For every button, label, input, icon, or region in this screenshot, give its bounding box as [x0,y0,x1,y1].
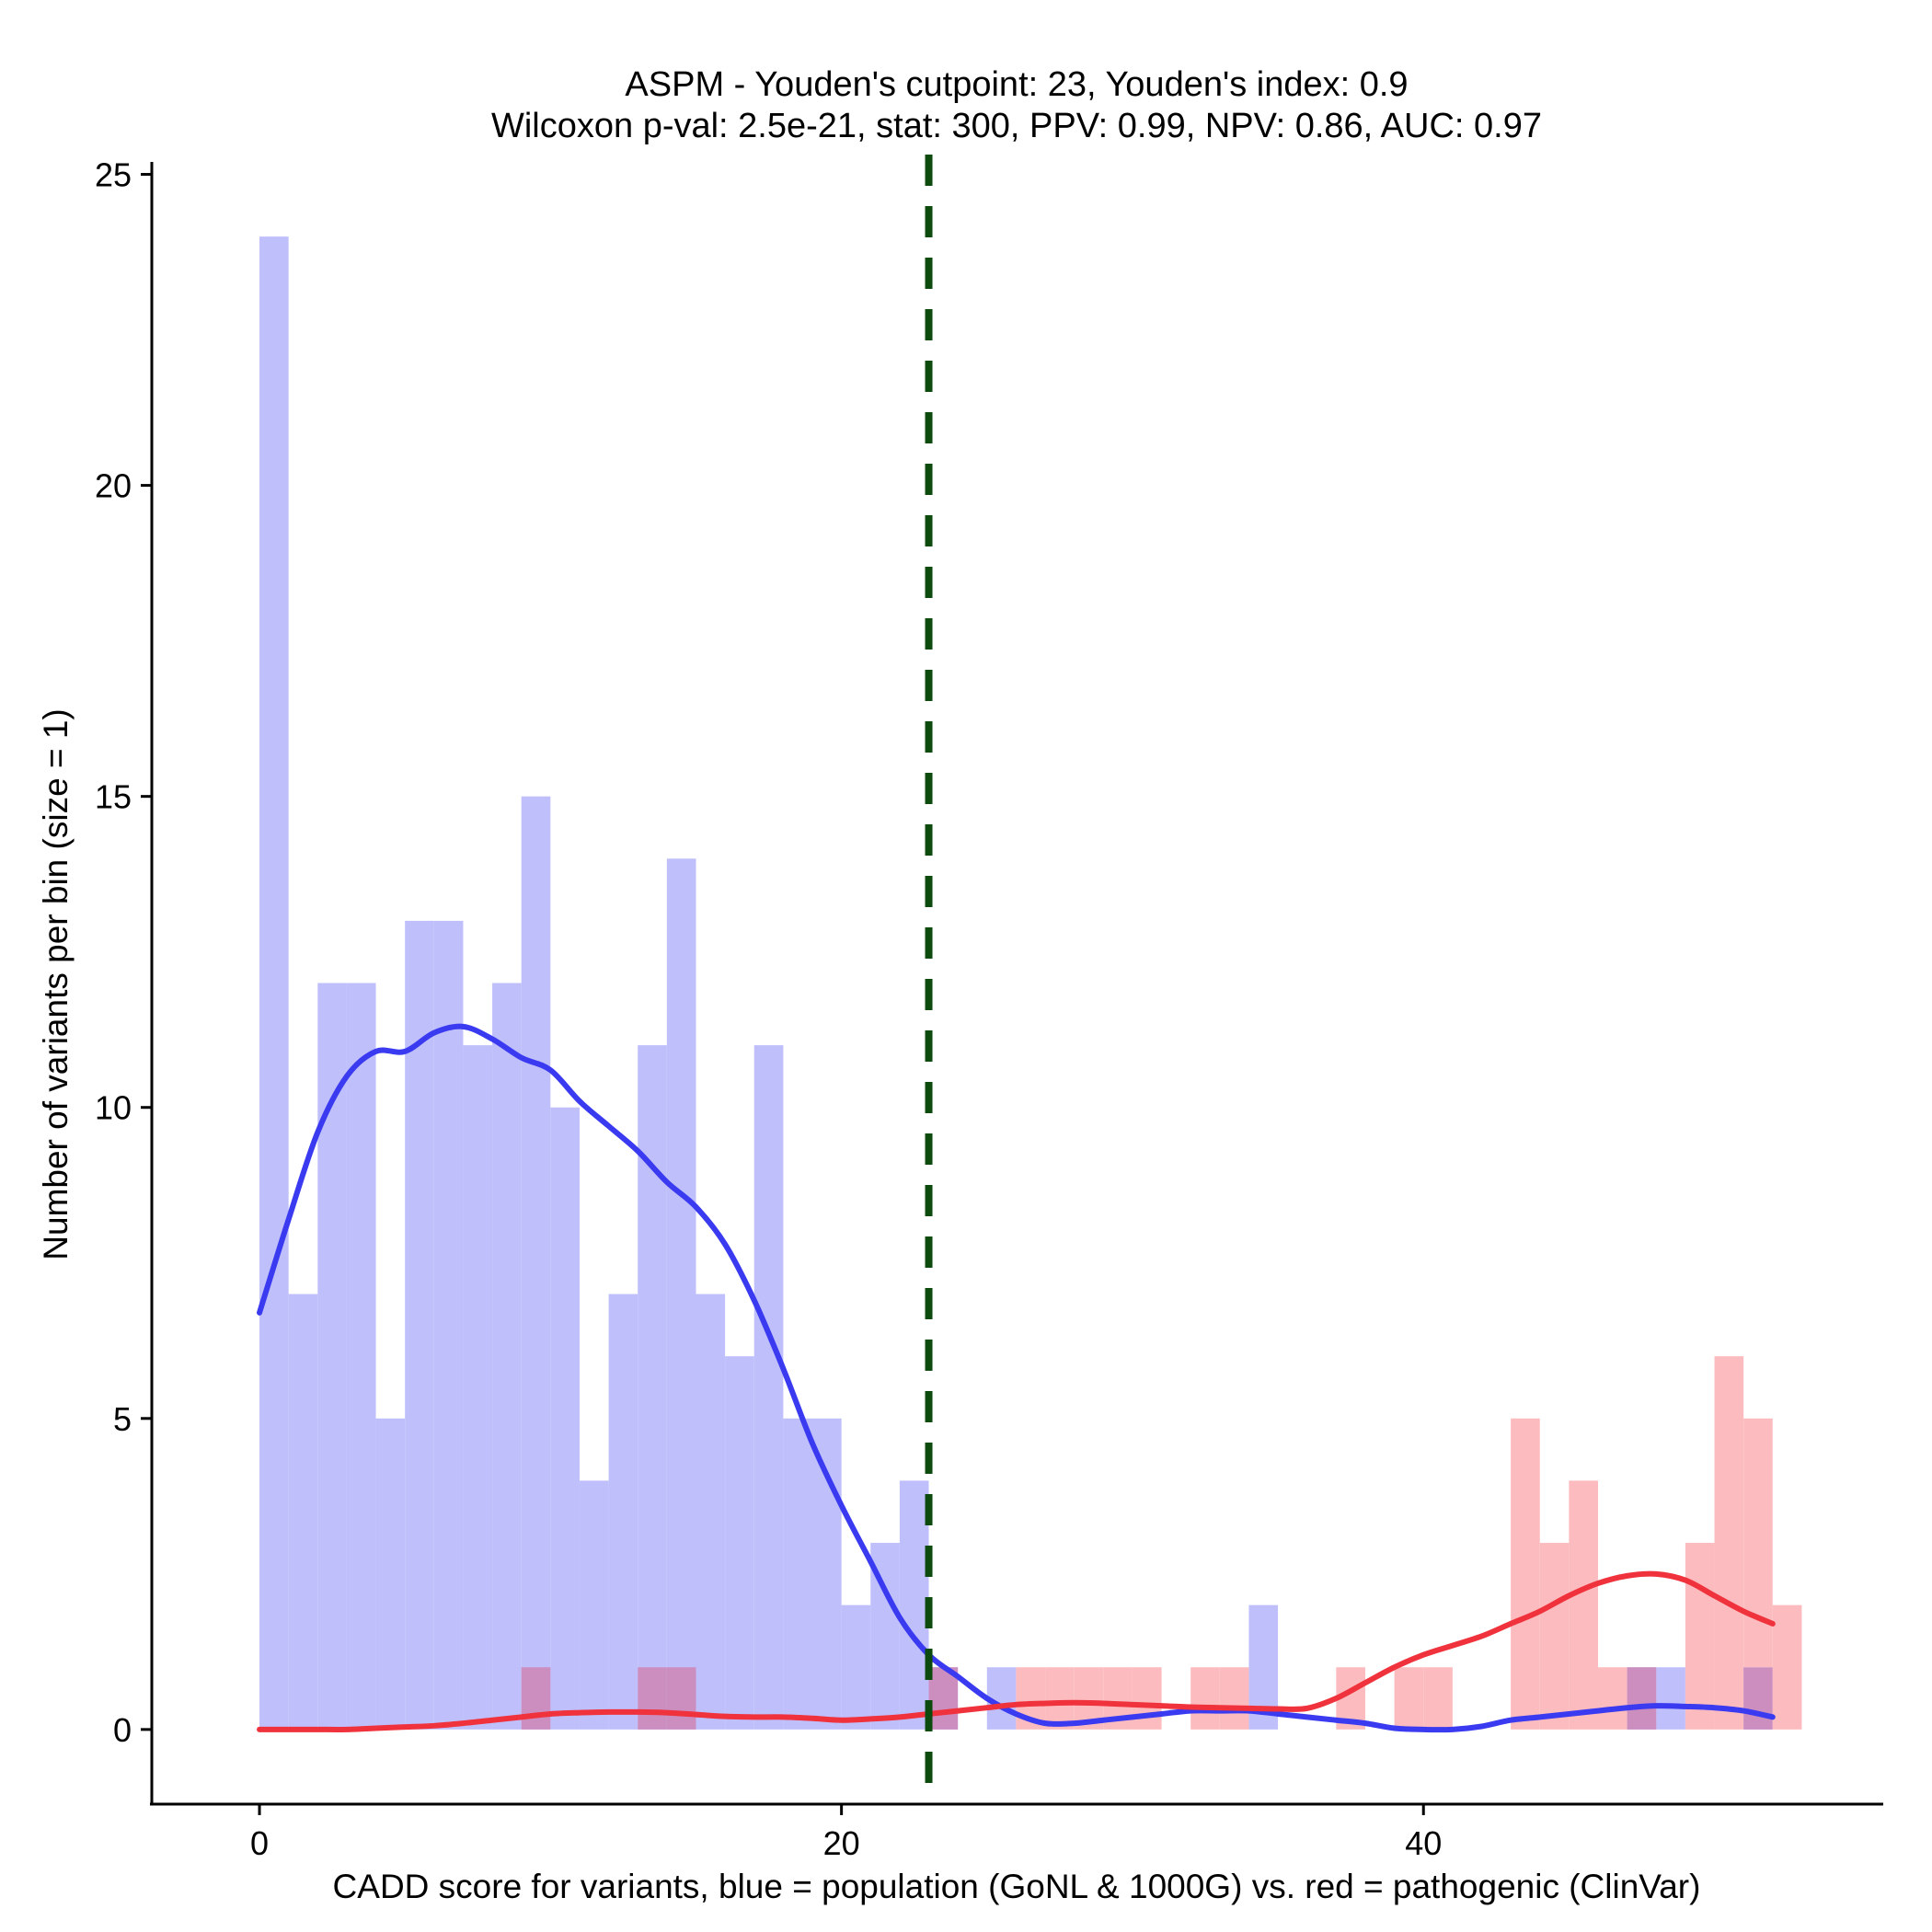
population-bar [696,1294,726,1730]
population-bar [433,920,464,1730]
pathogenic-bar [1132,1667,1162,1730]
population-bar [608,1294,638,1730]
chart-title-line2: Wilcoxon p-val: 2.5e-21, stat: 300, PPV:… [491,107,1542,145]
pathogenic-bar [1598,1667,1627,1730]
population-bar [783,1418,813,1730]
population-bar [288,1294,318,1730]
population-bar [521,796,551,1730]
pathogenic-bar [1190,1667,1220,1730]
pathogenic-bar [1743,1418,1773,1668]
population-bar [1656,1667,1685,1730]
pathogenic-bar [1685,1543,1715,1730]
y-tick-label: 15 [95,778,132,816]
pathogenic-bar [1045,1667,1075,1730]
y-tick-label: 25 [95,156,132,194]
pathogenic-bar-overlap [928,1667,959,1730]
pathogenic-bar-overlap [1627,1667,1657,1730]
pathogenic-bar [1539,1543,1570,1730]
population-bar [579,1480,609,1730]
population-bar [638,1045,667,1730]
pathogenic-bar [1772,1604,1802,1730]
population-bar [463,1045,493,1730]
chart-title-line1: ASPM - Youden's cutpoint: 23, Youden's i… [625,65,1408,104]
population-bar [666,858,696,1730]
y-tick-label: 0 [113,1711,132,1749]
pathogenic-bar-overlap [638,1667,667,1730]
pathogenic-bar [1511,1418,1540,1730]
pathogenic-bar-overlap [521,1667,551,1730]
population-bar [841,1604,871,1730]
population-bar [317,983,347,1730]
pathogenic-bar [1423,1667,1453,1730]
pathogenic-bar-overlap [666,1667,696,1730]
x-tick-label: 0 [250,1824,269,1862]
population-bar [346,983,376,1730]
population-bar [405,920,434,1730]
y-axis-label: Number of variants per bin (size = 1) [37,708,75,1259]
bars-layer [259,236,1802,1730]
population-bar [375,1418,406,1730]
axes-layer [150,162,1883,1806]
population-bar [492,983,522,1730]
population-bar [812,1418,842,1730]
population-bar [259,236,289,1730]
y-tick-label: 5 [113,1400,132,1438]
population-bar [550,1107,580,1730]
pathogenic-bar-overlap [1743,1667,1773,1730]
x-tick-label: 20 [823,1824,860,1862]
density-lines-layer [257,155,1776,1804]
y-tick-label: 20 [95,467,132,505]
pathogenic-bar [1394,1667,1424,1730]
x-axis-label: CADD score for variants, blue = populati… [333,1868,1701,1905]
pathogenic-density-line [257,1570,1776,1732]
population-bar [899,1480,929,1730]
ticks-layer: 0 5 10 15 20 25 0 20 40 [95,156,1442,1862]
population-bar [753,1045,784,1730]
pathogenic-bar [1219,1667,1249,1730]
y-tick-label: 10 [95,1089,132,1127]
x-tick-label: 40 [1405,1824,1442,1862]
pathogenic-bar [1714,1356,1744,1730]
pathogenic-bar [1569,1480,1599,1730]
population-bar [725,1356,754,1730]
